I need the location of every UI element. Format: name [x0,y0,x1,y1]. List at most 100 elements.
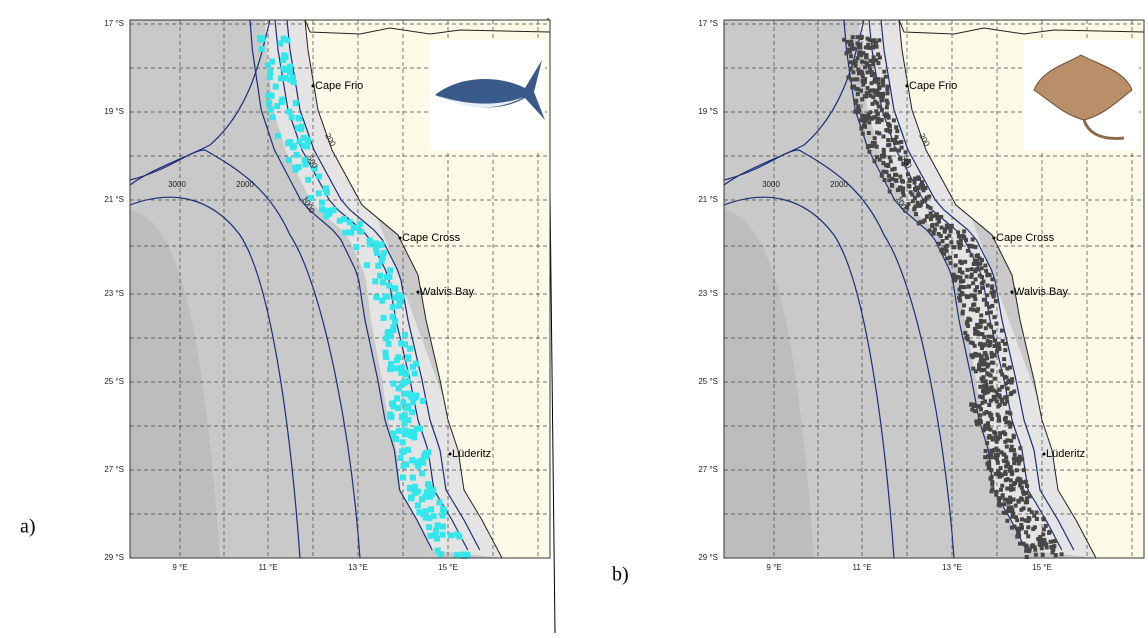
catch-point [984,410,988,414]
catch-point [990,483,994,487]
catch-point [1038,541,1042,545]
catch-point [1032,514,1036,518]
catch-point [998,435,1002,439]
catch-point [286,109,292,115]
catch-point [341,216,347,222]
catch-point [1009,468,1013,472]
catch-point [973,288,977,292]
catch-point [878,85,882,89]
catch-point [960,261,964,265]
catch-point [983,264,987,268]
catch-point [1001,493,1005,497]
catch-point [419,470,425,476]
catch-point [872,80,876,84]
catch-point [990,277,994,281]
catch-point [1015,468,1019,472]
catch-point [958,299,962,303]
catch-point [384,293,390,299]
catch-point [1051,548,1055,552]
catch-point [872,55,876,59]
catch-point [888,190,892,194]
catch-point [1012,434,1016,438]
catch-point [990,291,994,295]
catch-point [364,262,370,268]
catch-point [962,229,966,233]
catch-point [863,124,867,128]
catch-point [412,371,418,377]
catch-point [1018,483,1022,487]
catch-point [990,369,994,373]
catch-point [376,242,382,248]
catch-point [994,299,998,303]
catch-point [1005,487,1009,491]
catch-point [876,117,880,121]
catch-point [1028,547,1032,551]
catch-point [267,74,273,80]
catch-point [391,324,397,330]
catch-point [966,249,970,253]
catch-point [972,294,976,298]
catch-point [845,40,849,44]
catch-point [1052,544,1056,548]
isobath-label: 2000 [830,180,848,189]
catch-point [1000,400,1004,404]
catch-point [1026,534,1030,538]
catch-point [884,170,888,174]
catch-point [275,133,281,139]
catch-point [881,79,885,83]
catch-point [1001,339,1005,343]
catch-point [992,315,996,319]
catch-point [937,232,941,236]
catch-point [974,369,978,373]
catch-point [267,69,273,75]
catch-point [969,275,973,279]
catch-point [982,384,986,388]
lon-label: 9 °E [766,563,781,572]
catch-point [287,70,293,76]
catch-point [884,128,888,132]
catch-point [971,341,975,345]
catch-point [421,511,427,517]
catch-point [1024,500,1028,504]
catch-point [893,148,897,152]
catch-point [991,438,995,442]
catch-point [963,260,967,264]
catch-point [1017,528,1021,532]
catch-point [995,490,999,494]
catch-point [280,57,286,63]
catch-point [1008,366,1012,370]
catch-point [947,234,951,238]
catch-point [1012,498,1016,502]
catch-point [990,489,994,493]
catch-point [989,310,993,314]
catch-point [1006,477,1010,481]
catch-point [1003,498,1007,502]
catch-point [260,36,266,42]
catch-point [982,280,986,284]
catch-point [993,377,997,381]
catch-point [886,101,890,105]
catch-point [909,190,913,194]
catch-point [890,177,894,181]
catch-point [853,59,857,63]
catch-point [864,45,868,49]
catch-point [1009,448,1013,452]
catch-point [1009,484,1013,488]
catch-point [986,284,990,288]
catch-point [408,429,414,435]
catch-point [929,206,933,210]
catch-point [389,401,395,407]
catch-point [984,379,988,383]
catch-point [894,141,898,145]
catch-point [883,178,887,182]
lon-label: 15 °E [1032,563,1052,572]
catch-point [982,428,986,432]
catch-point [1006,380,1010,384]
catch-point [347,219,353,225]
catch-point [974,277,978,281]
catch-point [1018,446,1022,450]
catch-point [1022,468,1026,472]
catch-point [877,81,881,85]
catch-point [984,269,988,273]
catch-point [381,250,387,256]
